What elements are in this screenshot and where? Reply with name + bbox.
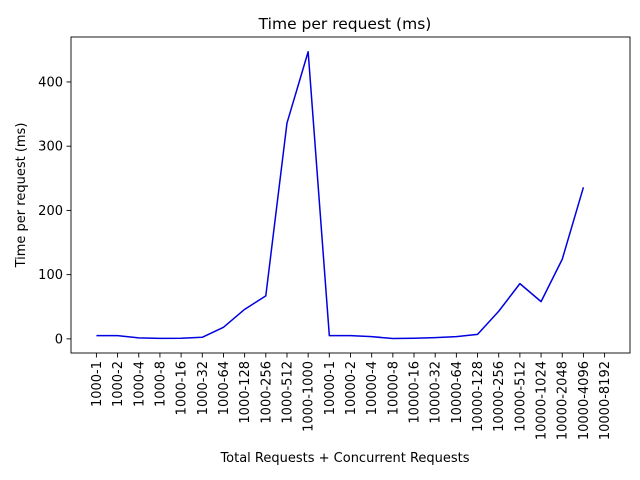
x-tick-label: 10000-16: [408, 361, 423, 424]
x-tick-label: 1000-8: [153, 361, 168, 407]
x-tick-label: 1000-16: [175, 361, 190, 415]
x-axis-title: Total Requests + Concurrent Requests: [219, 451, 469, 466]
y-axis-title: Time per request (ms): [14, 123, 29, 269]
x-tick-label: 10000-512: [513, 361, 528, 432]
x-tick-label: 1000-32: [196, 361, 211, 415]
x-tick-label: 10000-1024: [535, 361, 550, 440]
x-tick-label: 10000-2048: [556, 361, 571, 440]
y-tick-label: 0: [55, 332, 63, 347]
x-tick-label: 1000-1: [90, 361, 105, 407]
x-tick-label: 10000-256: [492, 361, 507, 432]
x-tick-label: 10000-1: [323, 361, 338, 415]
x-tick-label: 10000-8: [386, 361, 401, 415]
x-tick-label: 10000-64: [450, 361, 465, 424]
x-tick-label: 10000-4: [365, 361, 380, 415]
x-tick-label: 1000-1000: [302, 361, 317, 432]
y-tick-label: 400: [38, 75, 63, 90]
x-tick-label: 1000-4: [132, 361, 147, 407]
y-tick-label: 200: [38, 204, 63, 219]
y-tick-label: 100: [38, 268, 63, 283]
x-tick-label: 1000-64: [217, 361, 232, 415]
plot-area: 0 100 200 300 400 1000-1 1000-2 1000-4 1000-8 100…: [38, 36, 631, 440]
x-tick-label: 1000-128: [238, 361, 253, 424]
x-tick-label: 10000-8192: [598, 361, 613, 440]
x-tick-label: 10000-32: [429, 361, 444, 424]
y-tick-label: 300: [38, 140, 63, 155]
x-tick-label: 1000-256: [259, 361, 274, 424]
series-line-0: [96, 51, 585, 340]
plot-frame: [70, 36, 631, 354]
x-tick-label: 10000-4096: [577, 361, 592, 440]
x-tick-label: 10000-128: [471, 361, 486, 432]
x-tick-label: 1000-2: [111, 361, 126, 407]
x-tick-label: 10000-2: [344, 361, 359, 415]
chart-title: Time per request (ms): [258, 15, 432, 33]
x-tick-label: 1000-512: [280, 361, 295, 424]
